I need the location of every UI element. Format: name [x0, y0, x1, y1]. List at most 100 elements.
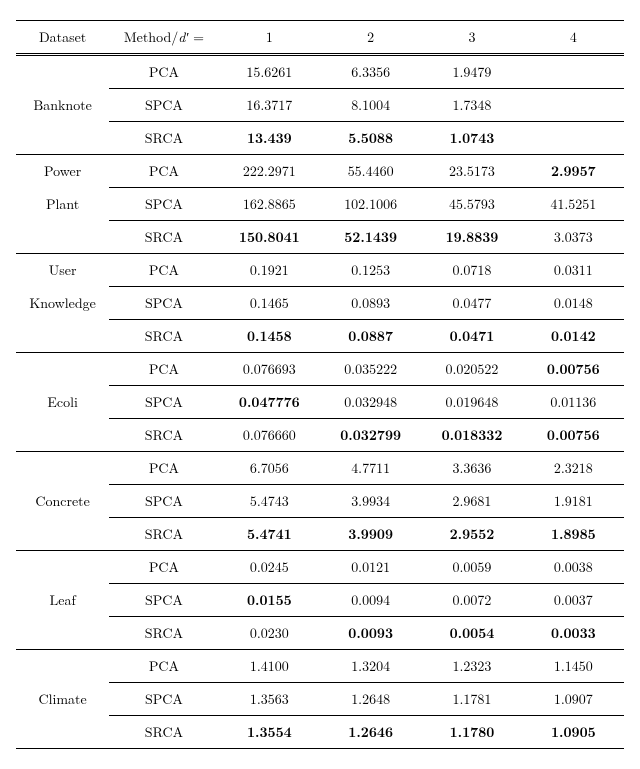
value-cell: 0.0311: [523, 254, 624, 287]
method-cell: PCA: [109, 55, 218, 89]
value-cell: 0.0093: [320, 617, 421, 650]
dataset-name: User: [16, 254, 109, 287]
method-cell: SRCA: [109, 518, 218, 551]
results-table: Dataset Method/d′ = 1 2 3 4 BanknotePCA1…: [16, 20, 624, 749]
value-cell: 19.8839: [421, 221, 522, 254]
value-cell: 0.0887: [320, 320, 421, 353]
dataset-name: [16, 221, 109, 254]
value-cell: 0.0037: [523, 584, 624, 617]
value-cell: 1.0905: [523, 716, 624, 749]
table-row: KnowledgeSPCA0.14650.08930.04770.0148: [16, 287, 624, 320]
value-cell: 0.018332: [421, 419, 522, 452]
value-cell: 3.9909: [320, 518, 421, 551]
method-cell: PCA: [109, 254, 218, 287]
value-cell: 41.5251: [523, 188, 624, 221]
value-cell: 15.6261: [219, 55, 320, 89]
value-cell: 0.020522: [421, 353, 522, 386]
value-cell: 0.0142: [523, 320, 624, 353]
header-row: Dataset Method/d′ = 1 2 3 4: [16, 21, 624, 55]
value-cell: 52.1439: [320, 221, 421, 254]
dataset-name: Ecoli: [16, 353, 109, 452]
value-cell: 1.7348: [421, 89, 522, 122]
hdr-method: Method/d′ =: [109, 21, 218, 55]
value-cell: 1.0907: [523, 683, 624, 716]
dataset-name: [16, 320, 109, 353]
value-cell: 0.0477: [421, 287, 522, 320]
value-cell: 0.00756: [523, 419, 624, 452]
method-cell: SPCA: [109, 386, 218, 419]
table-row: ConcretePCA6.70564.77113.36362.3218: [16, 452, 624, 485]
method-cell: SPCA: [109, 188, 218, 221]
method-cell: PCA: [109, 551, 218, 584]
table-row: ClimatePCA1.41001.32041.23231.1450: [16, 650, 624, 683]
dataset-name: Concrete: [16, 452, 109, 551]
table-row: EcoliPCA0.0766930.0352220.0205220.00756: [16, 353, 624, 386]
value-cell: 1.3554: [219, 716, 320, 749]
value-cell: 3.3636: [421, 452, 522, 485]
method-cell: PCA: [109, 452, 218, 485]
dataset-name: Plant: [16, 188, 109, 221]
method-cell: SPCA: [109, 485, 218, 518]
value-cell: 1.0743: [421, 122, 522, 155]
dataset-name: Leaf: [16, 551, 109, 650]
value-cell: 162.8865: [219, 188, 320, 221]
value-cell: 102.1006: [320, 188, 421, 221]
table-row: BanknotePCA15.62616.33561.9479: [16, 55, 624, 89]
value-cell: 4.7711: [320, 452, 421, 485]
method-cell: SRCA: [109, 716, 218, 749]
method-cell: PCA: [109, 155, 218, 188]
value-cell: 0.0471: [421, 320, 522, 353]
value-cell: 0.0072: [421, 584, 522, 617]
value-cell: 5.4743: [219, 485, 320, 518]
table-row: UserPCA0.19210.12530.07180.0311: [16, 254, 624, 287]
value-cell: 1.3563: [219, 683, 320, 716]
hdr-col-1: 1: [219, 21, 320, 55]
value-cell: 1.4100: [219, 650, 320, 683]
value-cell: 0.00756: [523, 353, 624, 386]
value-cell: 2.9957: [523, 155, 624, 188]
value-cell: 1.9181: [523, 485, 624, 518]
value-cell: 1.3204: [320, 650, 421, 683]
value-cell: 1.2323: [421, 650, 522, 683]
method-cell: SPCA: [109, 683, 218, 716]
value-cell: 16.3717: [219, 89, 320, 122]
value-cell: 1.1780: [421, 716, 522, 749]
value-cell: 45.5793: [421, 188, 522, 221]
method-cell: SRCA: [109, 221, 218, 254]
value-cell: 1.2648: [320, 683, 421, 716]
value-cell: 0.0094: [320, 584, 421, 617]
method-cell: SPCA: [109, 287, 218, 320]
value-cell: 8.1004: [320, 89, 421, 122]
value-cell: 0.0054: [421, 617, 522, 650]
value-cell: 3.9934: [320, 485, 421, 518]
value-cell: 0.0033: [523, 617, 624, 650]
method-cell: SRCA: [109, 320, 218, 353]
value-cell: 6.7056: [219, 452, 320, 485]
method-cell: PCA: [109, 650, 218, 683]
table-row: PlantSPCA162.8865102.100645.579341.5251: [16, 188, 624, 221]
value-cell: 1.2646: [320, 716, 421, 749]
value-cell: 1.1450: [523, 650, 624, 683]
table-row: LeafPCA0.02450.01210.00590.0038: [16, 551, 624, 584]
value-cell: 1.9479: [421, 55, 522, 89]
hdr-col-4: 4: [523, 21, 624, 55]
value-cell: 0.032799: [320, 419, 421, 452]
value-cell: 0.0155: [219, 584, 320, 617]
dataset-name: Climate: [16, 650, 109, 749]
value-cell: 2.9681: [421, 485, 522, 518]
value-cell: 13.439: [219, 122, 320, 155]
method-cell: PCA: [109, 353, 218, 386]
hdr-col-2: 2: [320, 21, 421, 55]
table-row: SRCA150.804152.143919.88393.0373: [16, 221, 624, 254]
method-cell: SRCA: [109, 122, 218, 155]
value-cell: 0.076693: [219, 353, 320, 386]
value-cell: 0.1921: [219, 254, 320, 287]
value-cell: 2.3218: [523, 452, 624, 485]
dataset-name: Knowledge: [16, 287, 109, 320]
value-cell: 0.019648: [421, 386, 522, 419]
table-row: SRCA0.14580.08870.04710.0142: [16, 320, 624, 353]
value-cell: 0.01136: [523, 386, 624, 419]
method-cell: SRCA: [109, 419, 218, 452]
value-cell: 0.0148: [523, 287, 624, 320]
value-cell: 0.0893: [320, 287, 421, 320]
